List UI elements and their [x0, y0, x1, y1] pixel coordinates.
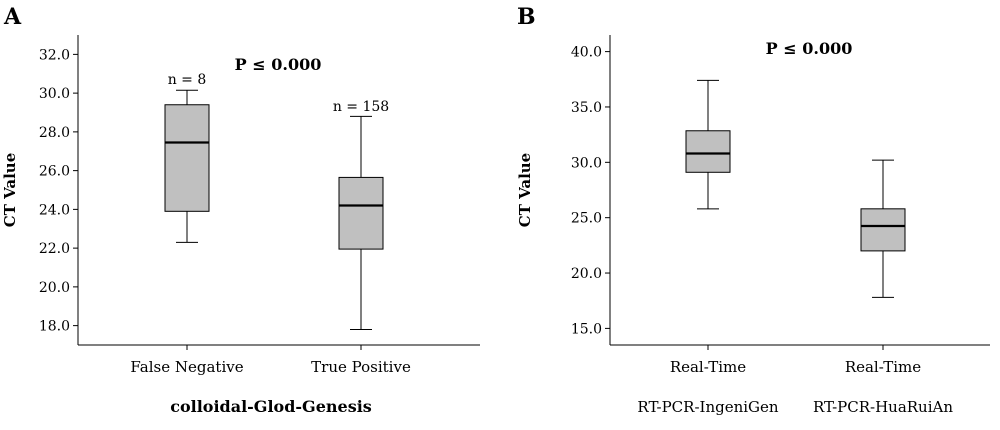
y-tick-label: 40.0: [571, 45, 602, 61]
n-label: n = 158: [333, 99, 389, 115]
y-tick-label: 20.0: [571, 266, 602, 282]
x-axis-title: colloidal-Glod-Genesis: [170, 397, 372, 416]
box-plot: [685, 79, 731, 210]
y-tick-label: 15.0: [571, 321, 602, 337]
iqr-box: [685, 130, 731, 173]
y-tick-label: 26.0: [39, 164, 70, 180]
y-tick-label: 25.0: [571, 211, 602, 227]
p-value-annotation: P ≤ 0.000: [235, 55, 322, 74]
y-tick-label: 35.0: [571, 100, 602, 116]
x-category-label: Real-Time: [845, 358, 921, 376]
panel-a: A 18.0 20.0 22.0 24.0 26.0 28.0 30.0 32.0 CT Valu…: [1, 4, 480, 416]
box-plot: n = 158: [333, 99, 389, 330]
iqr-box: [338, 176, 384, 250]
panel-label: B: [517, 4, 536, 30]
y-axis-title: CT Value: [516, 153, 534, 227]
x-category-label: True Positive: [311, 358, 411, 376]
n-label: n = 8: [168, 72, 207, 88]
x-category-label: False Negative: [130, 358, 243, 376]
iqr-box: [860, 208, 906, 252]
y-tick-label: 20.0: [39, 280, 70, 296]
iqr-box: [164, 104, 210, 212]
y-tick-label: 32.0: [39, 47, 70, 63]
y-tick-label: 22.0: [39, 241, 70, 257]
y-tick-label: 28.0: [39, 125, 70, 141]
panel-b: B 15.0 20.0 25.0 30.0 35.0 40.0 CT Value Real-Ti…: [516, 4, 990, 416]
box-plot: [860, 159, 906, 298]
box-plot: n = 8: [164, 72, 210, 243]
p-value-annotation: P ≤ 0.000: [766, 39, 853, 58]
x-sub-label: RT-PCR-IngeniGen: [637, 398, 778, 416]
y-tick-label: 24.0: [39, 202, 70, 218]
y-tick-label: 30.0: [39, 86, 70, 102]
x-category-label: Real-Time: [670, 358, 746, 376]
panel-label: A: [3, 4, 22, 30]
y-tick-label: 18.0: [39, 319, 70, 335]
y-axis-title: CT Value: [1, 153, 19, 227]
x-sub-label: RT-PCR-HuaRuiAn: [813, 398, 953, 416]
y-tick-label: 30.0: [571, 155, 602, 171]
